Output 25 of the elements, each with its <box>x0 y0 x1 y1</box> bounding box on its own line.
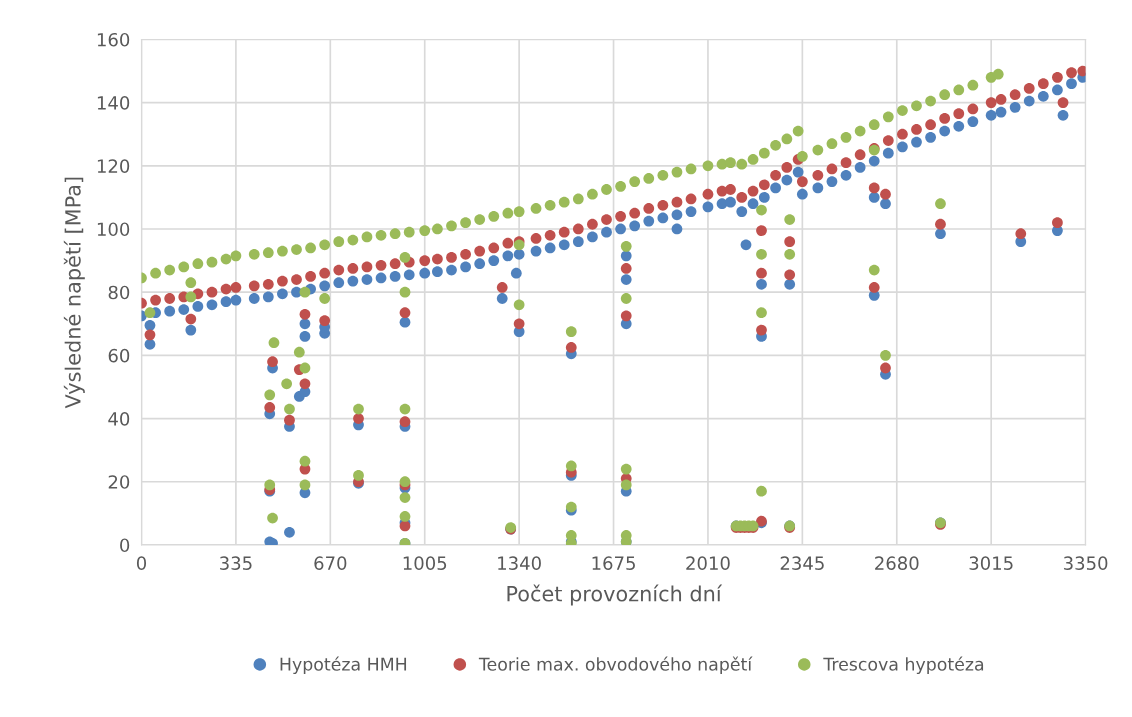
x-tick-label: 670 <box>314 556 347 571</box>
x-tick-label: 335 <box>220 556 252 571</box>
x-tick-label: 1005 <box>403 556 447 571</box>
x-tick-label: 3350 <box>1063 556 1108 571</box>
x-tick-label: 2010 <box>686 556 730 571</box>
y-tick-label: 60 <box>108 348 130 363</box>
x-tick-label: 2345 <box>780 556 824 571</box>
x-tick-label: 3015 <box>969 556 1013 571</box>
legend-label: Hypotéza HMH <box>280 656 407 675</box>
x-axis-title: Počet provozních dní <box>507 584 723 606</box>
y-tick-label: 160 <box>97 32 130 47</box>
y-axis-title: Výsledné napětí [MPa] <box>63 177 85 409</box>
y-tick-label: 100 <box>97 222 130 237</box>
y-tick-label: 0 <box>120 538 130 553</box>
x-tick-label: 0 <box>136 556 147 571</box>
legend-label: Teorie max. obvodového napětí <box>478 656 753 675</box>
y-tick-label: 80 <box>108 285 130 300</box>
legend-label: Trescova hypotéza <box>823 656 984 675</box>
x-tick-label: 1340 <box>498 556 541 571</box>
y-tick-label: 20 <box>108 475 130 489</box>
x-tick-label: 1675 <box>592 556 635 571</box>
y-tick-label: 120 <box>97 159 130 173</box>
y-tick-label: 140 <box>97 96 130 110</box>
y-tick-label: 40 <box>108 412 130 426</box>
x-tick-label: 2680 <box>875 556 919 571</box>
